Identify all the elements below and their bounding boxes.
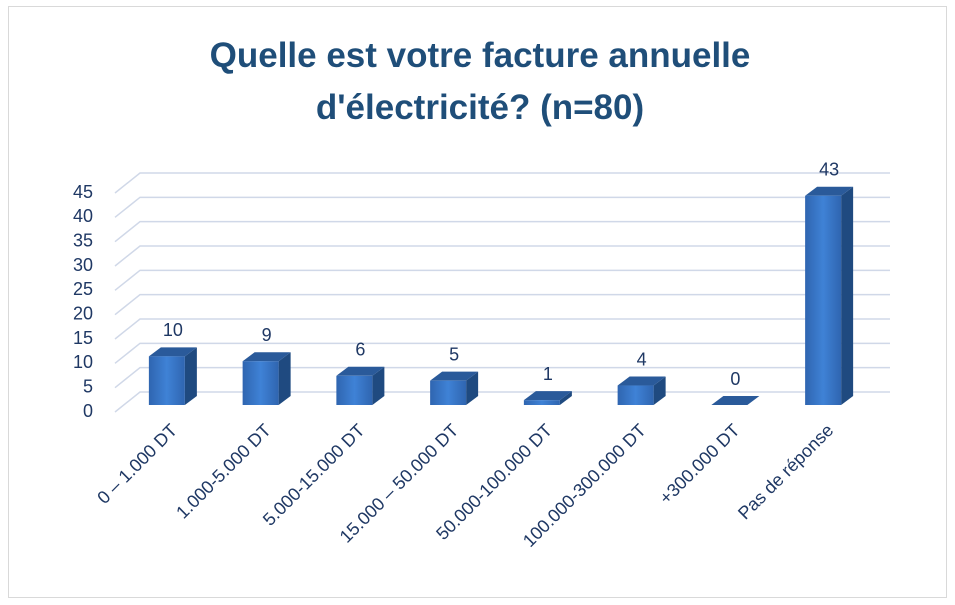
grid-line <box>114 245 890 267</box>
value-label: 1 <box>543 364 553 384</box>
y-tick-label: 40 <box>73 206 93 226</box>
bar-top <box>430 371 479 381</box>
bar-side <box>841 186 854 405</box>
y-tick-label: 25 <box>73 279 93 299</box>
bar-side <box>278 352 291 405</box>
x-tick-label: 1.000-5.000 DT <box>172 420 275 523</box>
bar-top <box>617 376 666 386</box>
bar-top <box>711 396 760 405</box>
chart-frame <box>8 6 947 598</box>
x-tick-label: Pas de réponse <box>734 420 837 523</box>
grid-line <box>114 366 890 389</box>
grid-line <box>114 342 890 364</box>
grid-line <box>114 196 890 218</box>
bar-top <box>336 366 385 376</box>
bar-side <box>559 391 572 405</box>
value-label: 43 <box>819 159 839 179</box>
bar <box>242 361 279 405</box>
bar-side <box>184 347 197 405</box>
x-tick-label: 0 – 1.000 DT <box>93 420 181 508</box>
y-tick-label: 0 <box>83 401 93 421</box>
y-tick-label: 20 <box>73 303 93 323</box>
bar <box>148 356 185 405</box>
bar-top <box>148 347 197 357</box>
value-label: 5 <box>449 344 459 364</box>
y-tick-label: 10 <box>73 352 93 372</box>
bar-top <box>805 186 854 196</box>
bar-top <box>523 391 572 401</box>
x-tick-label: +300.000 DT <box>655 420 743 508</box>
bar-top <box>242 352 291 362</box>
value-label: 9 <box>262 325 272 345</box>
bar <box>523 400 560 405</box>
y-tick-label: 45 <box>73 182 93 202</box>
value-label: 0 <box>730 369 740 389</box>
bar <box>617 385 654 405</box>
y-tick-label: 15 <box>73 328 93 348</box>
y-tick-label: 30 <box>73 255 93 275</box>
grid-line <box>114 220 890 243</box>
bar <box>805 195 842 405</box>
grid-line <box>114 269 890 291</box>
y-tick-label: 35 <box>73 230 93 250</box>
chart-title: Quelle est votre facture annuelle d'élec… <box>209 36 751 127</box>
bar <box>430 380 467 405</box>
grid-line <box>114 318 890 340</box>
value-label: 6 <box>355 340 365 360</box>
value-label: 4 <box>637 349 647 369</box>
value-label: 10 <box>163 320 183 340</box>
grid-line <box>114 391 890 413</box>
grid-line <box>114 172 890 194</box>
bar <box>336 375 373 405</box>
y-tick-label: 5 <box>83 376 93 396</box>
x-tick-label: 5.000-15.000 DT <box>259 420 369 530</box>
bar-side <box>653 376 666 405</box>
grid-line <box>114 293 890 316</box>
bar-side <box>466 371 479 405</box>
bar-side <box>372 366 385 405</box>
